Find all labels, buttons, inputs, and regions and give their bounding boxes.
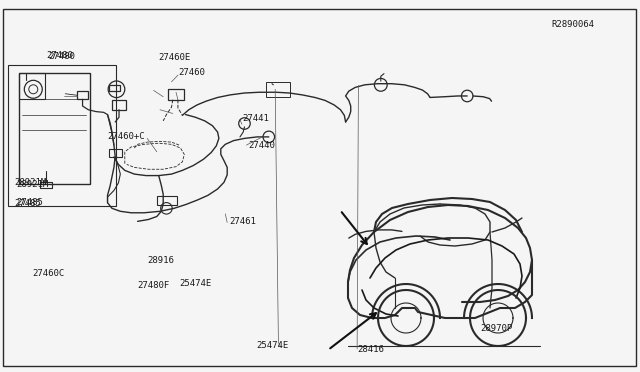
- Text: 27441: 27441: [242, 114, 269, 123]
- Text: 27460+C: 27460+C: [108, 132, 145, 141]
- Text: 28916: 28916: [147, 256, 174, 265]
- Bar: [157, 196, 177, 205]
- Text: 28921M: 28921M: [14, 178, 46, 187]
- Bar: [19, 73, 45, 99]
- Text: 27460C: 27460C: [32, 269, 64, 278]
- Text: 27480F: 27480F: [138, 281, 170, 290]
- Text: 25474E: 25474E: [256, 341, 288, 350]
- Bar: [112, 100, 126, 110]
- Text: 27460E: 27460E: [159, 53, 191, 62]
- Text: 28970P: 28970P: [480, 324, 512, 333]
- Bar: [109, 85, 120, 91]
- Text: 28921M: 28921M: [16, 180, 48, 189]
- Text: 28416: 28416: [357, 345, 384, 354]
- Bar: [8, 65, 116, 206]
- Text: 27460: 27460: [178, 68, 205, 77]
- Bar: [19, 73, 90, 184]
- Bar: [266, 82, 290, 97]
- Text: 27440: 27440: [248, 141, 275, 150]
- Bar: [77, 91, 88, 99]
- Text: R2890064: R2890064: [552, 20, 595, 29]
- Text: 27480: 27480: [46, 51, 73, 60]
- Text: 25474E: 25474E: [179, 279, 211, 288]
- Bar: [168, 89, 184, 100]
- Text: 27461: 27461: [229, 217, 256, 226]
- Text: 27485: 27485: [14, 199, 41, 208]
- Text: 27480: 27480: [48, 52, 75, 61]
- Bar: [109, 149, 122, 157]
- Text: 27485: 27485: [16, 198, 43, 207]
